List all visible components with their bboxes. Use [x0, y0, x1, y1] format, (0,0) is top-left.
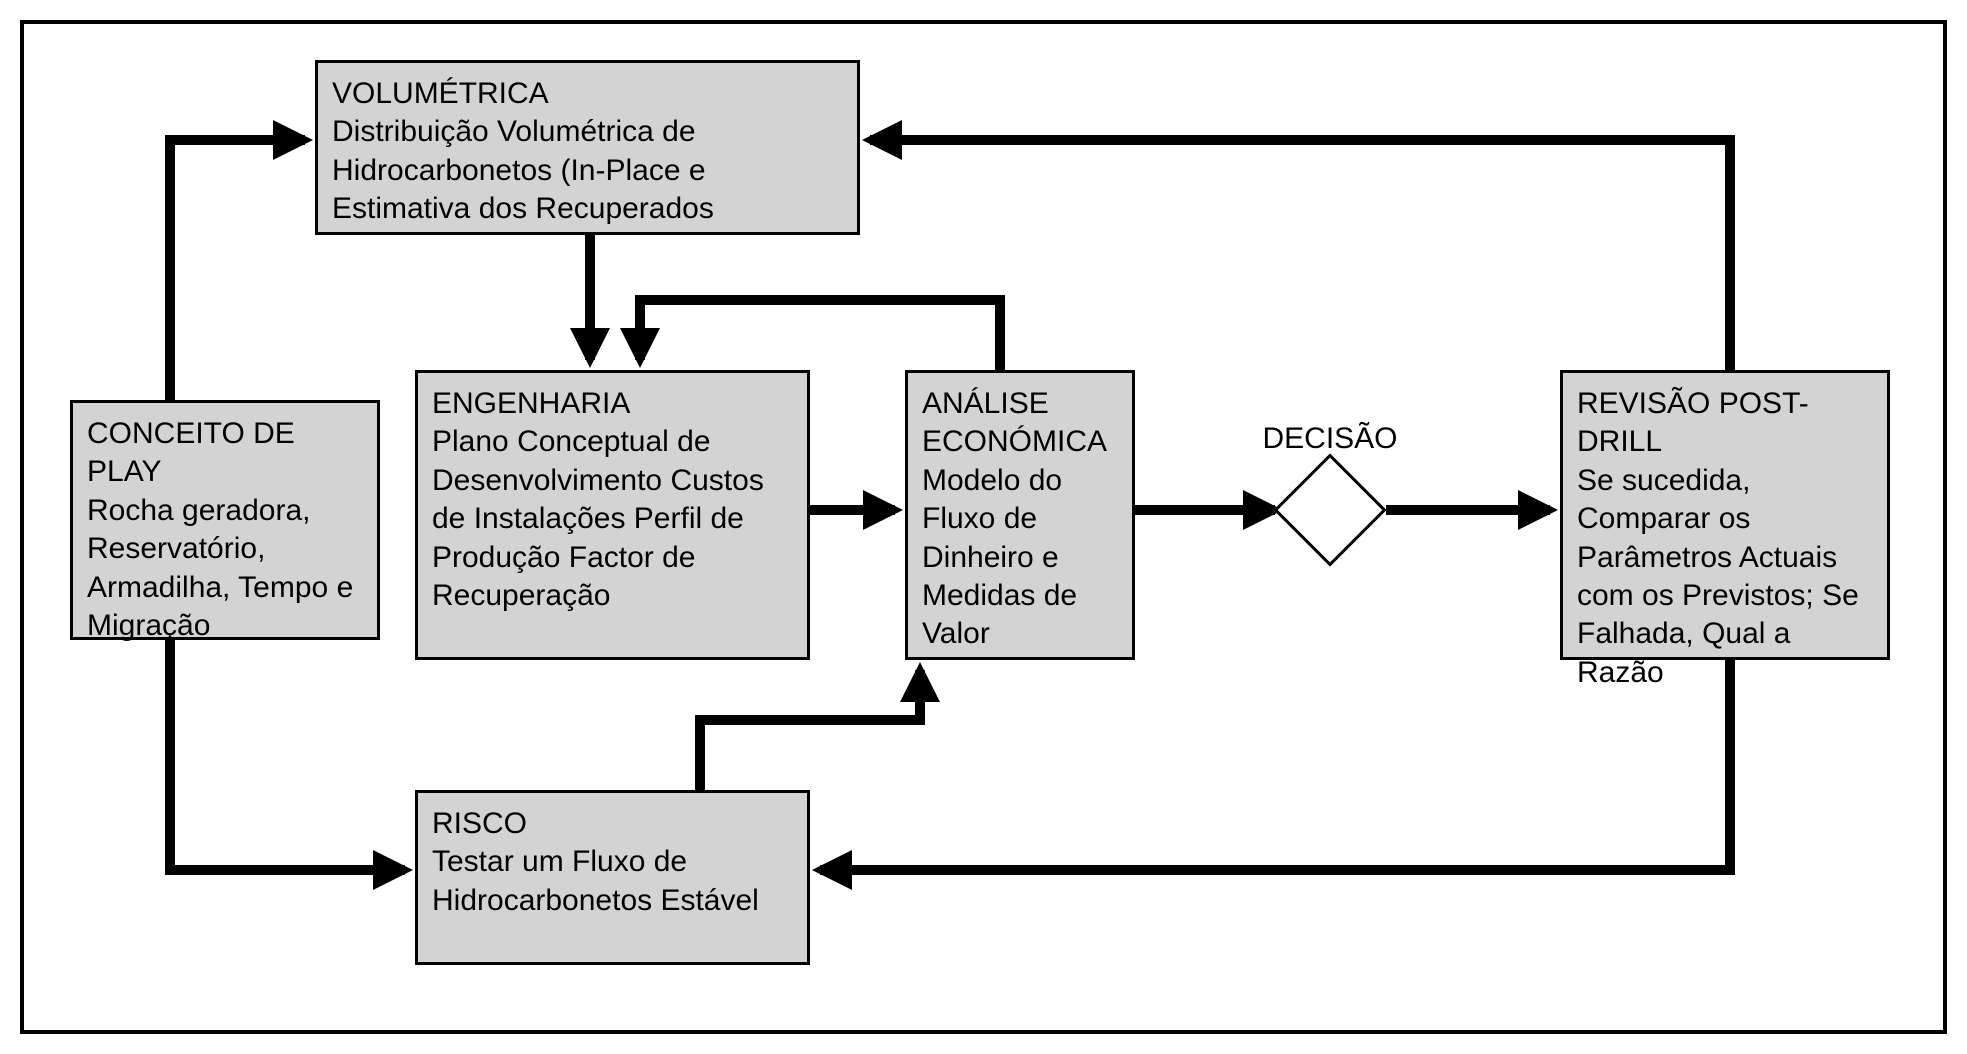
node-engenharia: ENGENHARIA Plano Conceptual de Desenvolv…: [415, 370, 810, 660]
node-title: VOLUMÉTRICA: [332, 75, 843, 113]
node-revisao-post-drill: REVISÃO POST-DRILL Se sucedida, Comparar…: [1560, 370, 1890, 660]
node-body: Plano Conceptual de Desenvolvimento Cust…: [432, 425, 764, 612]
node-title: CONCEITO DE PLAY: [87, 415, 363, 492]
node-body: Modelo do Fluxo de Dinheiro e Medidas de…: [922, 464, 1077, 651]
node-risco: RISCO Testar um Fluxo de Hidrocarbonetos…: [415, 790, 810, 965]
node-title: REVISÃO POST-DRILL: [1577, 385, 1873, 462]
node-body: Rocha geradora, Reservatório, Armadilha,…: [87, 494, 353, 642]
node-conceito-de-play: CONCEITO DE PLAY Rocha geradora, Reserva…: [70, 400, 380, 640]
node-volumetrica: VOLUMÉTRICA Distribuição Volumétrica de …: [315, 60, 860, 235]
node-title: ANÁLISE ECONÓMICA: [922, 385, 1118, 462]
node-analise-economica: ANÁLISE ECONÓMICA Modelo do Fluxo de Din…: [905, 370, 1135, 660]
node-body: Distribuição Volumétrica de Hidrocarbone…: [332, 115, 714, 225]
node-title: RISCO: [432, 805, 793, 843]
node-body: Se sucedida, Comparar os Parâmetros Actu…: [1577, 464, 1859, 689]
decisao-label: DECISÃO: [1260, 422, 1400, 456]
node-title: ENGENHARIA: [432, 385, 793, 423]
node-body: Testar um Fluxo de Hidrocarbonetos Estáv…: [432, 845, 759, 916]
